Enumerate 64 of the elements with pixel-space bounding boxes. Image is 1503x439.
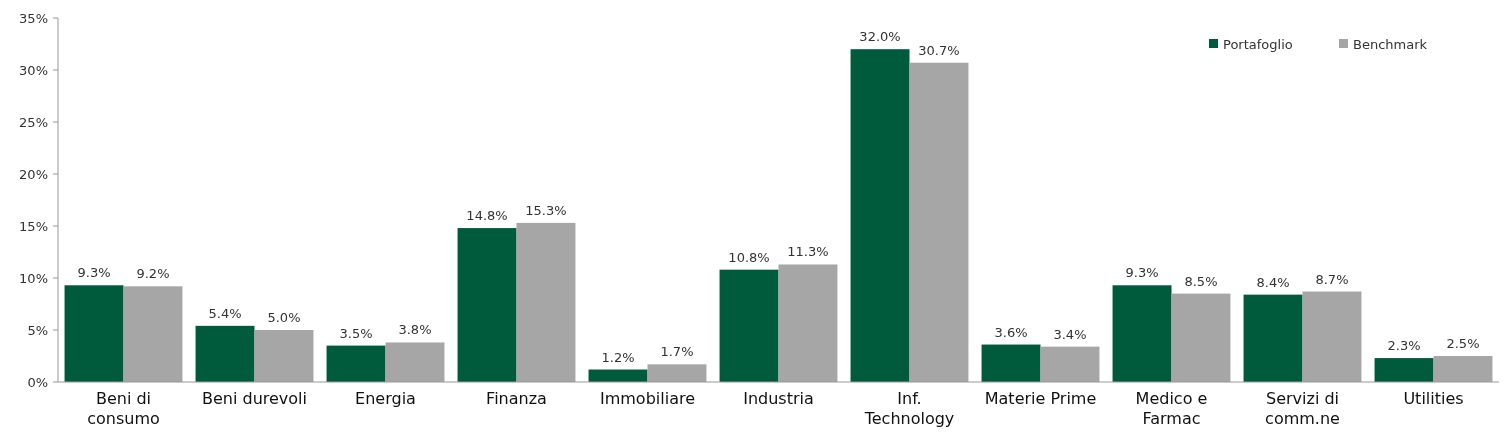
x-tick-label: Servizi di comm.ne (1265, 389, 1340, 428)
data-label: 10.8% (728, 249, 770, 265)
y-tick-label: 20% (19, 166, 48, 182)
bar (516, 222, 576, 382)
y-tick-label: 5% (27, 322, 48, 338)
data-label: 9.3% (77, 265, 111, 281)
data-label: 30.7% (918, 42, 960, 58)
x-tick-label: Immobiliare (599, 389, 696, 408)
data-label: 1.7% (660, 344, 694, 360)
y-tick-label: 30% (19, 62, 48, 78)
bar (64, 285, 124, 382)
data-label: 9.2% (136, 266, 170, 282)
bar (1040, 346, 1100, 382)
y-tick-label: 10% (19, 270, 48, 286)
bar (1374, 358, 1434, 382)
data-label: 32.0% (859, 29, 901, 45)
x-tick-label: Beni di consumo (87, 389, 160, 428)
data-label: 11.3% (787, 244, 829, 260)
data-label: 2.3% (1387, 338, 1421, 354)
x-tick-label: Inf. Technology (863, 389, 955, 428)
x-tick-label: Medico e Farmac (1135, 389, 1208, 428)
bar (981, 344, 1041, 382)
bar (778, 264, 838, 382)
y-tick-label: 25% (19, 114, 48, 130)
data-label: 3.8% (398, 322, 432, 338)
legend-label: Portafoglio (1223, 36, 1293, 52)
bar (909, 62, 969, 382)
data-label: 2.5% (1446, 336, 1480, 351)
x-tick-label: Energia (355, 389, 416, 408)
legend-label: Benchmark (1353, 36, 1428, 52)
data-label: 15.3% (525, 202, 567, 218)
y-tick-label: 0% (27, 374, 48, 390)
bar (719, 269, 779, 382)
data-label: 3.6% (994, 324, 1028, 340)
bar (123, 286, 183, 382)
bar (647, 364, 707, 382)
bar (1112, 285, 1172, 382)
data-label: 1.2% (601, 349, 635, 365)
data-label: 3.5% (339, 325, 373, 341)
data-label: 8.5% (1184, 273, 1218, 289)
y-tick-label: 15% (19, 218, 48, 234)
bar (1171, 293, 1231, 382)
data-label: 3.4% (1053, 326, 1087, 342)
x-tick-label: Utilities (1403, 389, 1464, 408)
y-tick-label: 35% (19, 10, 48, 26)
bar (326, 345, 386, 382)
bar (195, 325, 255, 382)
bar (850, 49, 910, 382)
bar (1243, 294, 1303, 382)
bar (457, 228, 517, 382)
x-tick-label: Industria (743, 389, 814, 408)
data-label: 14.8% (466, 208, 508, 224)
data-label: 8.4% (1256, 274, 1290, 290)
bar (385, 342, 445, 382)
data-label: 8.7% (1315, 271, 1349, 287)
bar (254, 330, 314, 382)
data-label: 9.3% (1125, 265, 1159, 281)
x-tick-label: Finanza (486, 389, 547, 408)
bar (1433, 356, 1493, 382)
bar (1302, 291, 1362, 382)
data-label: 5.0% (267, 310, 301, 325)
x-tick-label: Beni durevoli (201, 389, 308, 408)
data-label: 5.4% (208, 305, 242, 321)
x-tick-label: Materie Prime (984, 389, 1097, 408)
